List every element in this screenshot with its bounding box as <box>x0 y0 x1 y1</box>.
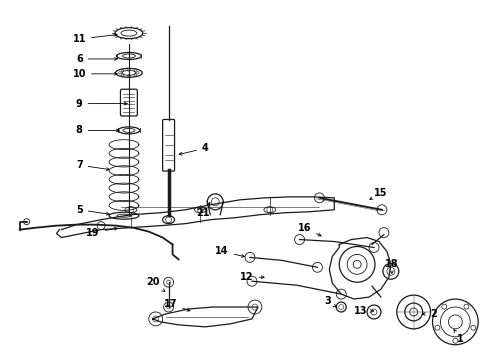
Text: 17: 17 <box>164 299 190 311</box>
Text: 19: 19 <box>86 228 117 238</box>
Text: 2: 2 <box>422 309 437 319</box>
Text: 3: 3 <box>324 296 336 307</box>
Text: 16: 16 <box>298 222 321 236</box>
Text: 7: 7 <box>76 160 109 171</box>
Text: 15: 15 <box>370 188 388 199</box>
Text: 10: 10 <box>73 69 117 79</box>
Text: 9: 9 <box>76 99 127 109</box>
Text: 12: 12 <box>240 272 264 282</box>
Text: 6: 6 <box>76 54 117 64</box>
Text: 13: 13 <box>354 306 373 316</box>
Text: 4: 4 <box>179 143 209 155</box>
Text: 21: 21 <box>196 202 210 218</box>
Text: 20: 20 <box>146 277 165 292</box>
Text: 1: 1 <box>454 330 464 344</box>
Text: 18: 18 <box>385 259 399 273</box>
Text: 14: 14 <box>216 247 245 257</box>
Text: 11: 11 <box>73 33 117 44</box>
Text: 5: 5 <box>76 205 109 215</box>
Text: 8: 8 <box>76 125 119 135</box>
